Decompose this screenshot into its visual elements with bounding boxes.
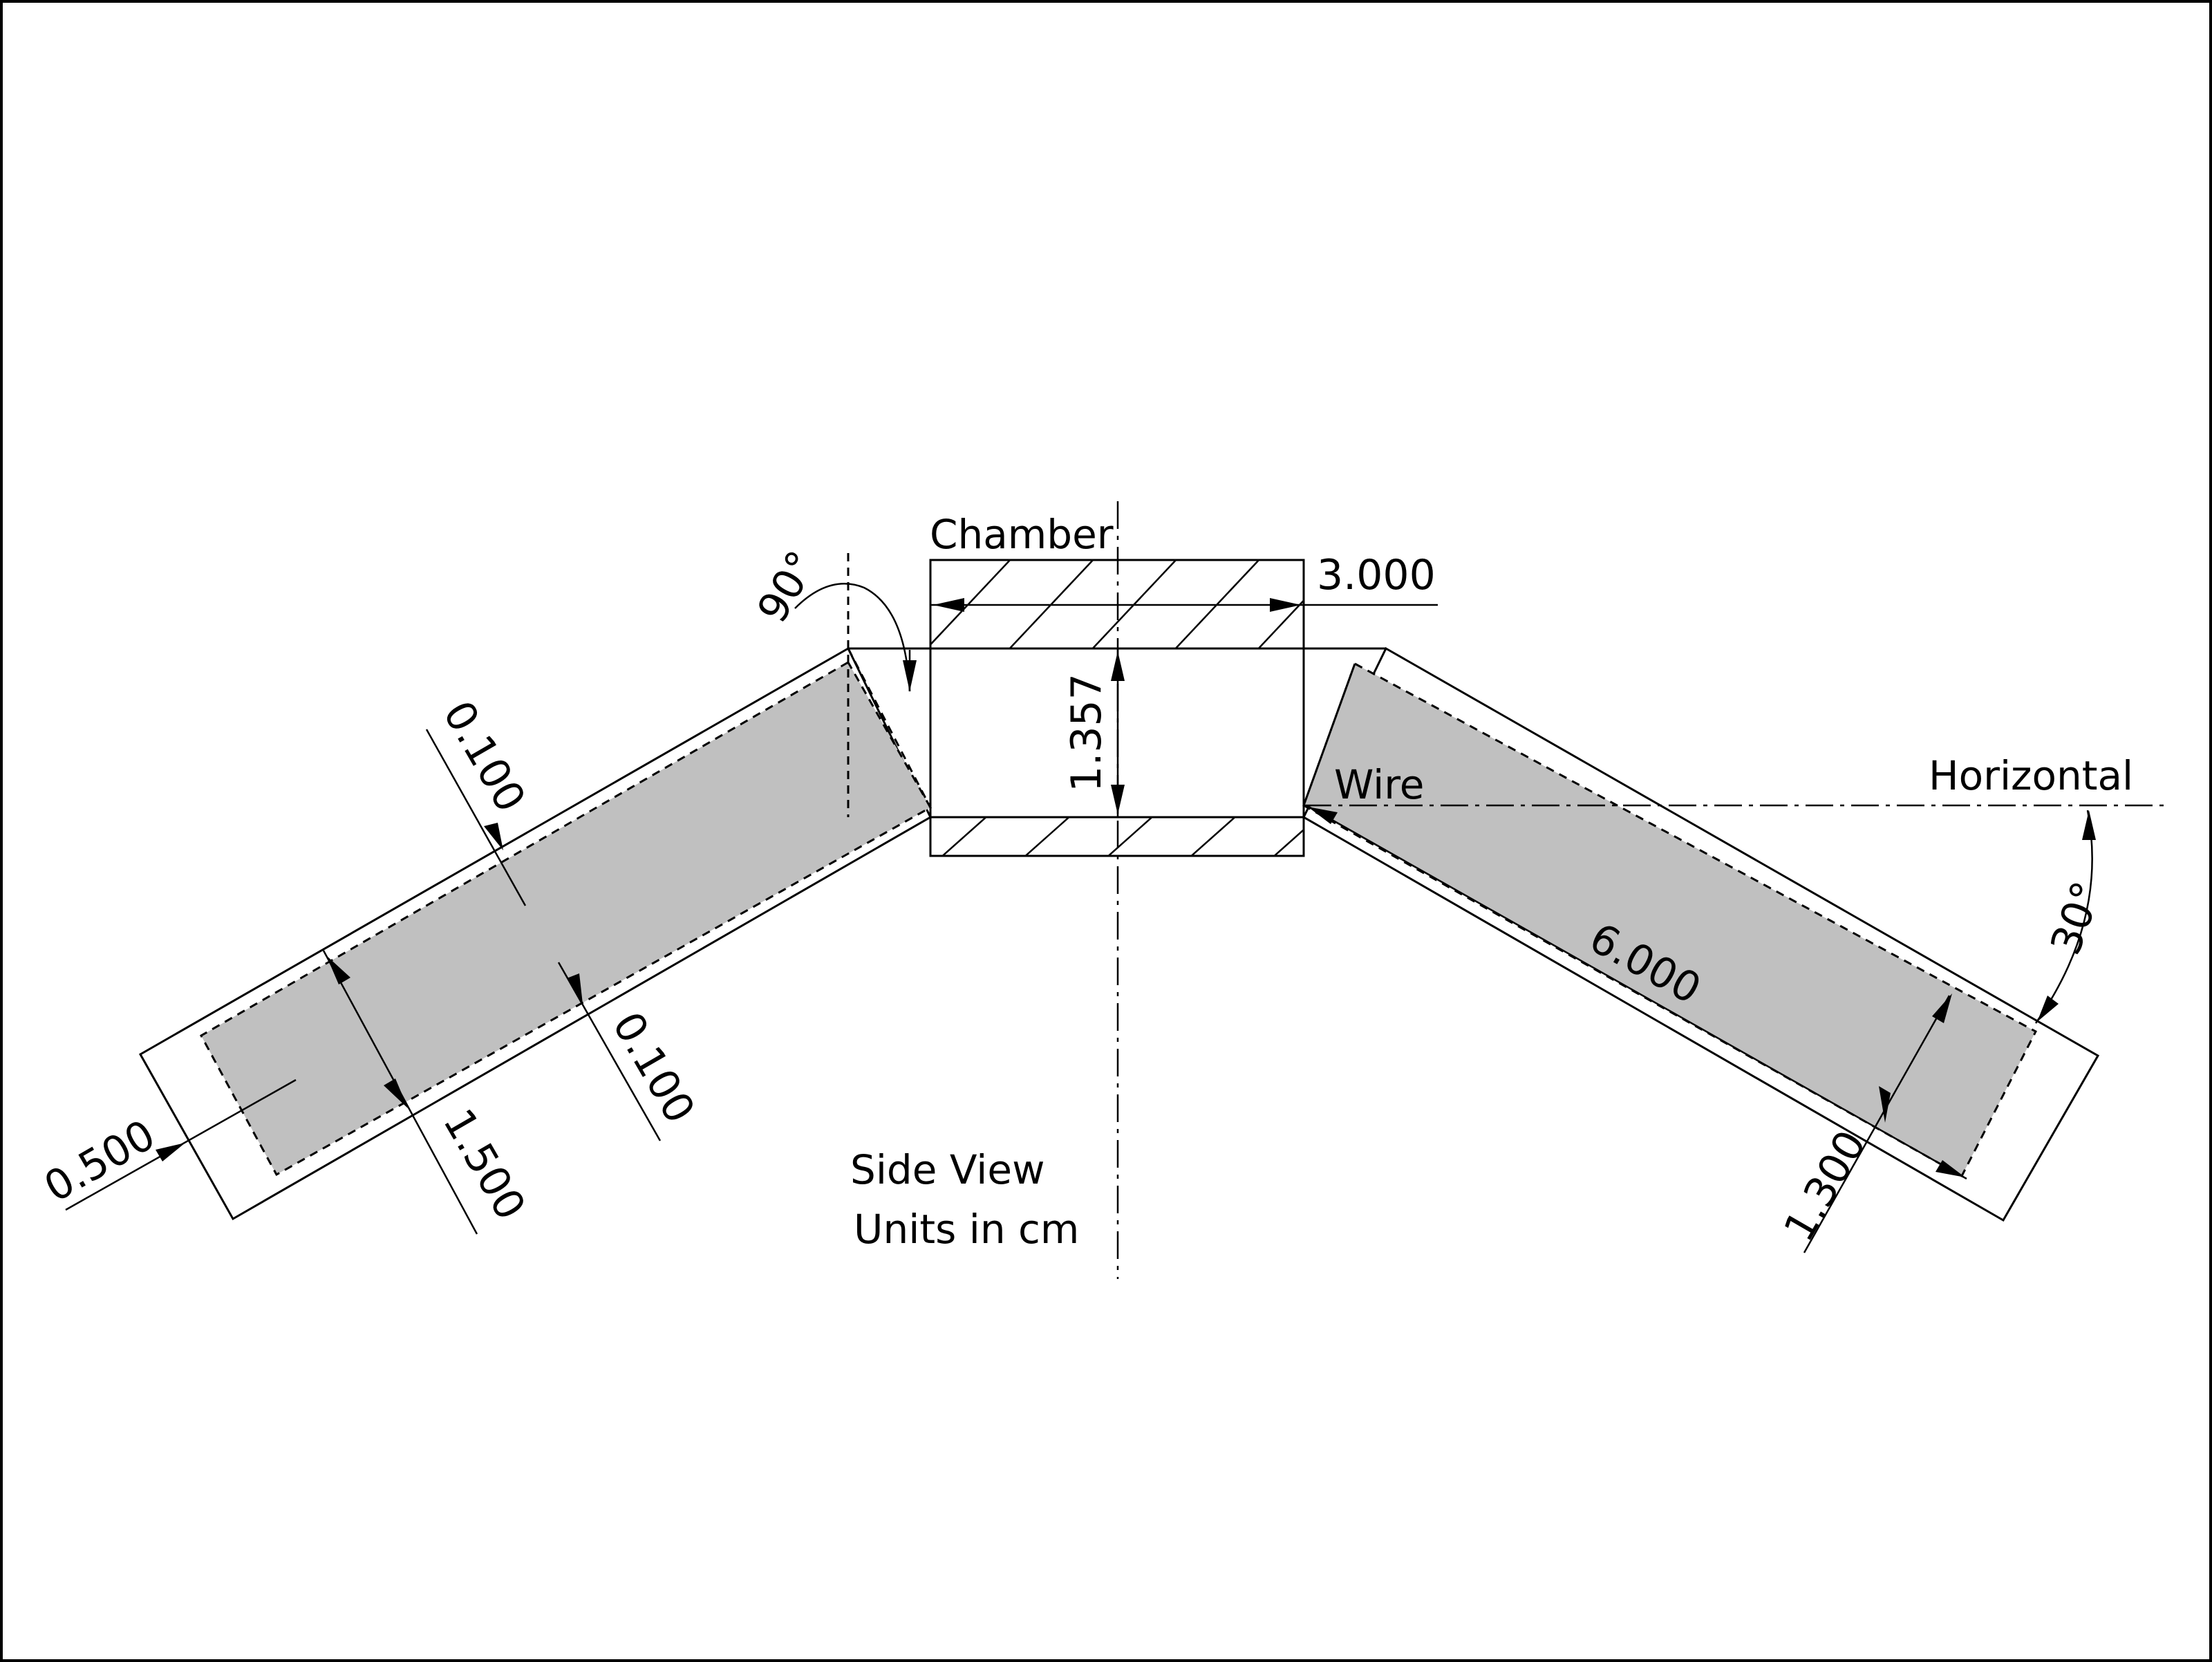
dim-chamber-width: 3.000 [930, 551, 1438, 612]
bottom-hatching [941, 817, 1304, 856]
left-arm [138, 646, 932, 1221]
dim-chamber-height-label: 1.357 [1062, 673, 1111, 792]
horizontal-label: Horizontal [1929, 752, 2133, 799]
view-title-label: Side View [850, 1146, 1045, 1193]
units-label: Units in cm [854, 1206, 1079, 1253]
wire-label: Wire [1334, 761, 1424, 808]
dim-chamber-width-label: 3.000 [1317, 551, 1436, 599]
dim-chamber-height: 1.357 [1062, 648, 1125, 817]
left-gray-region [199, 660, 932, 1177]
chamber-label: Chamber [930, 511, 1114, 558]
